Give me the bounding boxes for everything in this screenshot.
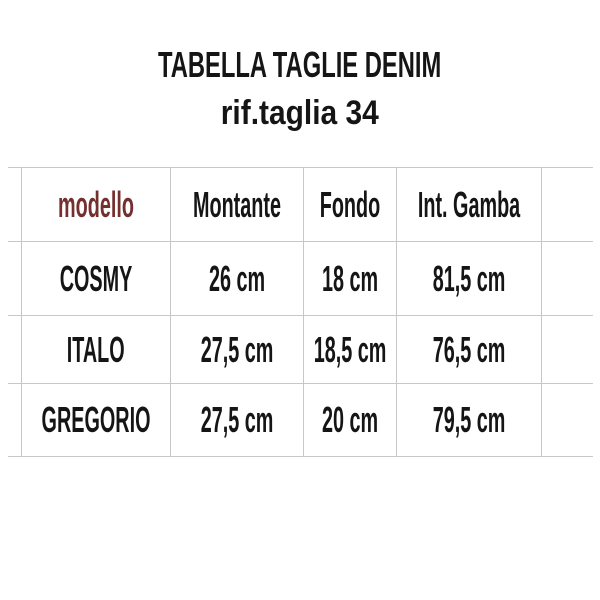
- value-cell: 18,5 cm: [304, 316, 397, 384]
- value-cell: 20 cm: [304, 384, 397, 457]
- model-name-gregorio: GREGORIO: [41, 399, 151, 440]
- value-cell: 27,5 cm: [171, 384, 304, 457]
- column-header-fondo-label: Fondo: [319, 183, 381, 225]
- page-subtitle-text: rif.taglia 34: [221, 94, 379, 132]
- model-name-cosmy: COSMY: [59, 257, 133, 299]
- row-spacer-left: [8, 316, 22, 384]
- model-name-cell: GREGORIO: [22, 384, 171, 457]
- page-title-text: TABELLA TAGLIE DENIM: [158, 44, 442, 85]
- size-table: modello Montante Fondo Int. Gamba COSMY …: [8, 167, 593, 457]
- column-header-fondo: Fondo: [304, 167, 397, 242]
- header-spacer-right: [542, 167, 593, 242]
- value-cell: 26 cm: [171, 242, 304, 316]
- value-cell: 79,5 cm: [397, 384, 542, 457]
- value-italo-montante: 27,5 cm: [200, 328, 274, 370]
- value-cell: 76,5 cm: [397, 316, 542, 384]
- value-cell: 81,5 cm: [397, 242, 542, 316]
- value-italo-fondo: 18,5 cm: [313, 328, 387, 370]
- value-cosmy-montante: 26 cm: [208, 257, 266, 299]
- value-cell: 18 cm: [304, 242, 397, 316]
- column-header-int-gamba: Int. Gamba: [397, 167, 542, 242]
- row-spacer-right: [542, 316, 593, 384]
- model-name-italo: ITALO: [67, 328, 125, 370]
- row-spacer-left: [8, 242, 22, 316]
- model-name-cell: COSMY: [22, 242, 171, 316]
- model-name-cell: ITALO: [22, 316, 171, 384]
- model-column-header: modello: [22, 167, 171, 242]
- model-column-header-label: modello: [58, 183, 134, 225]
- page-subtitle: rif.taglia 34: [0, 96, 600, 130]
- column-header-montante: Montante: [171, 167, 304, 242]
- row-spacer-right: [542, 242, 593, 316]
- value-cosmy-fondo: 18 cm: [321, 257, 379, 299]
- page-title: TABELLA TAGLIE DENIM: [0, 47, 600, 83]
- row-spacer-right: [542, 384, 593, 457]
- row-spacer-left: [8, 384, 22, 457]
- column-header-montante-label: Montante: [193, 183, 282, 225]
- value-italo-int-gamba: 76,5 cm: [432, 328, 506, 370]
- header-spacer-left: [8, 167, 22, 242]
- value-gregorio-int-gamba: 79,5 cm: [432, 399, 506, 440]
- value-cosmy-int-gamba: 81,5 cm: [432, 257, 506, 299]
- value-cell: 27,5 cm: [171, 316, 304, 384]
- column-header-int-gamba-label: Int. Gamba: [417, 183, 521, 225]
- value-gregorio-montante: 27,5 cm: [200, 399, 274, 440]
- value-gregorio-fondo: 20 cm: [321, 399, 379, 440]
